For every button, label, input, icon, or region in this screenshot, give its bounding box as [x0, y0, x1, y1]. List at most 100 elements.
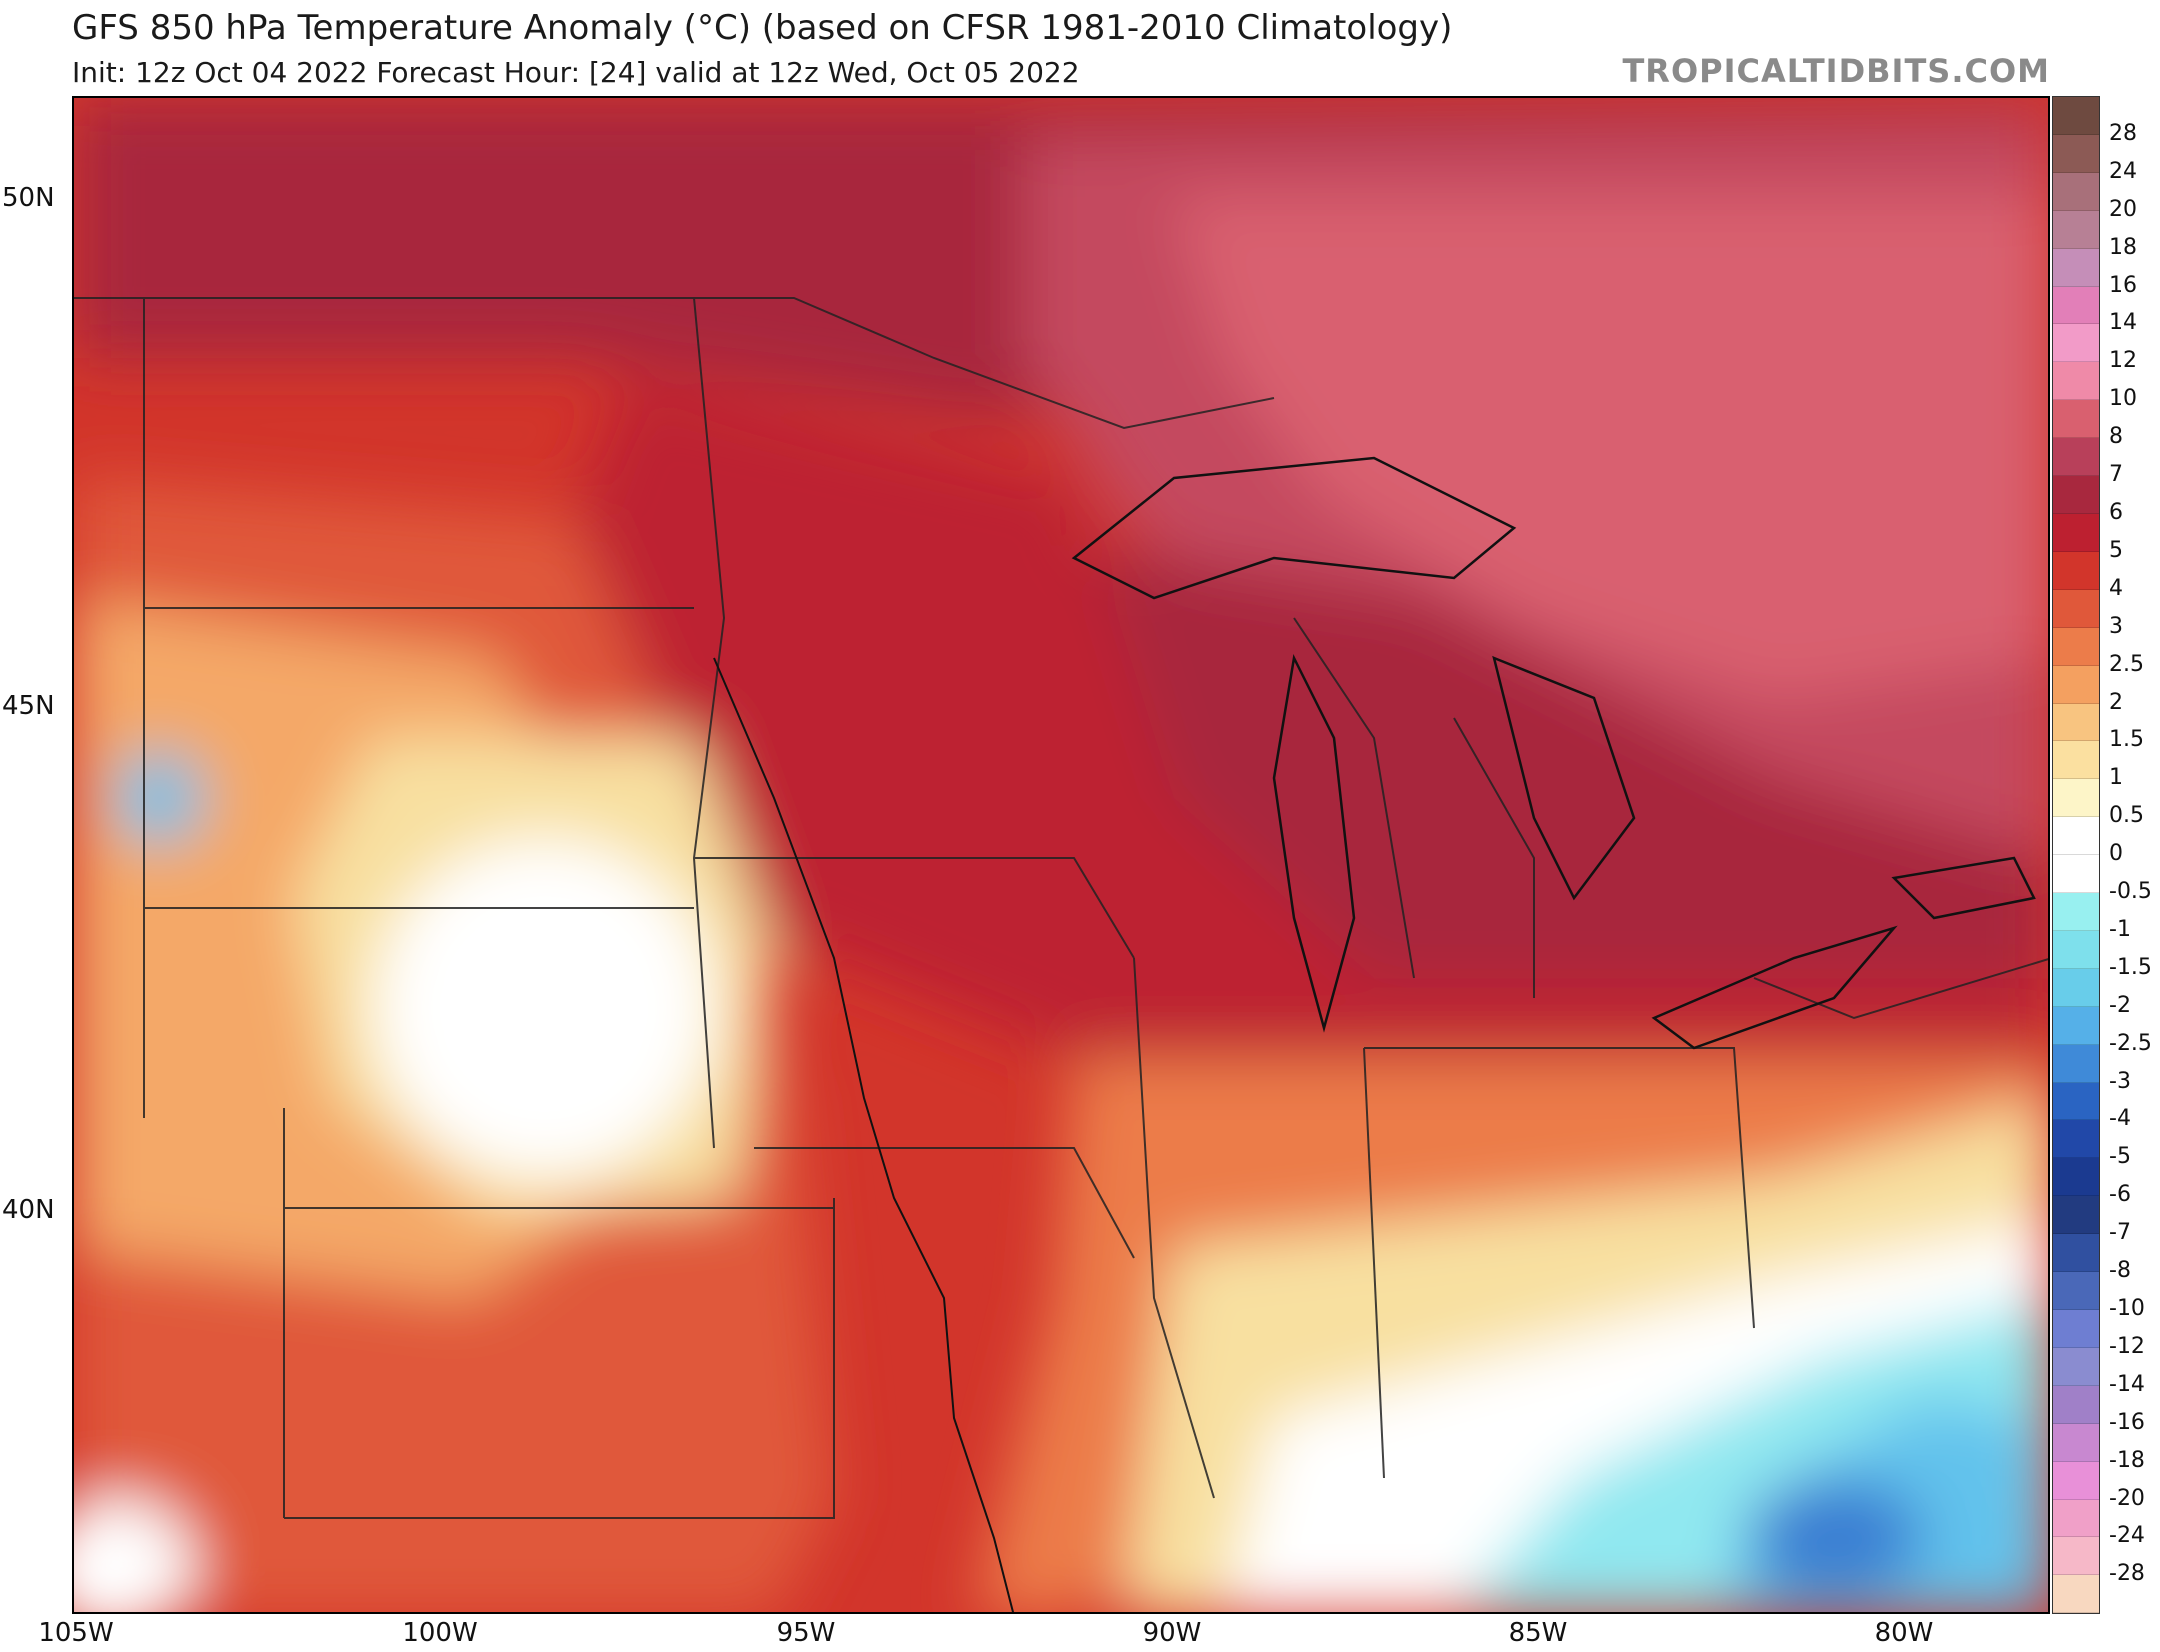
anomaly-region-nw-cool: [114, 753, 204, 843]
colorbar-cell: 20: [2053, 172, 2137, 222]
colorbar-label: -14: [2109, 1371, 2145, 1397]
colorbar-label: 10: [2109, 386, 2137, 412]
colorbar-label: 0: [2109, 841, 2123, 867]
lake-huron: [1492, 655, 1636, 901]
colorbar-label: 0.5: [2109, 803, 2144, 829]
colorbar-cell: -28: [2053, 1537, 2145, 1586]
lon-label-85w: 85W: [1508, 1618, 1568, 1648]
colorbar-cell: -2.5: [2053, 1006, 2152, 1056]
colorbar-label: -28: [2109, 1561, 2145, 1587]
colorbar-cell: 2: [2053, 665, 2123, 715]
colorbar-cell: 8: [2053, 400, 2123, 449]
lon-label-90w: 90W: [1142, 1618, 1202, 1648]
colorbar-cell: 4: [2053, 551, 2123, 601]
colorbar-cell: -7: [2053, 1196, 2131, 1245]
colorbar-label: -2.5: [2109, 1030, 2152, 1056]
colorbar-cell: -20: [2053, 1461, 2145, 1511]
colorbar-label: -1.5: [2109, 954, 2152, 980]
colorbar-label: -5: [2109, 1144, 2131, 1170]
colorbar-cell: 16: [2053, 248, 2137, 298]
lon-label-80w: 80W: [1874, 1618, 1934, 1648]
colorbar-cell: -5: [2053, 1120, 2131, 1169]
colorbar-cell: -0.5: [2053, 855, 2152, 904]
map-title: GFS 850 hPa Temperature Anomaly (°C) (ba…: [72, 8, 1453, 48]
colorbar-cell: -2: [2053, 968, 2131, 1018]
colorbar-label: -6: [2109, 1182, 2131, 1208]
border-line-i: [284, 1198, 835, 1519]
lake-erie: [1651, 925, 1898, 1050]
lake-michigan: [1272, 654, 1356, 1033]
colorbar-label: 20: [2109, 196, 2137, 222]
mississippi-river: [713, 657, 1015, 1612]
colorbar-cell: -4: [2053, 1082, 2131, 1131]
colorbar-label: 1.5: [2109, 727, 2144, 753]
map-panel: [72, 96, 2050, 1614]
lat-label-40n: 40N: [2, 1195, 55, 1225]
colorbar-cell: 7: [2053, 438, 2123, 487]
border-line-k: [1364, 1047, 1755, 1329]
anomaly-region-light-pink: [1174, 198, 2048, 698]
colorbar-label: 18: [2109, 234, 2137, 260]
colorbar-cell: -10: [2053, 1272, 2145, 1321]
colorbar-label: 16: [2109, 272, 2137, 298]
anomaly-region-neutral-central: [374, 838, 714, 1178]
colorbar-cell: -16: [2053, 1385, 2145, 1435]
border-line-d: [692, 297, 726, 1149]
colorbar-cell: -18: [2053, 1423, 2145, 1473]
colorbar-cell: 12: [2053, 324, 2137, 373]
colorbar-label: 24: [2109, 158, 2137, 184]
colorbar-cell: 1.5: [2053, 703, 2144, 752]
lon-label-95w: 95W: [776, 1618, 836, 1648]
colorbar-cell: -12: [2053, 1310, 2145, 1359]
border-line-n: [1293, 617, 1415, 979]
colorbar-cell: 0.5: [2053, 779, 2144, 828]
colorbar-label: 7: [2109, 462, 2123, 488]
colorbar-cell: 3: [2053, 589, 2123, 639]
colorbar-cell: 1: [2053, 741, 2123, 790]
colorbar-label: 1: [2109, 765, 2123, 791]
colorbar-label: 5: [2109, 537, 2123, 563]
colorbar-cell: 6: [2053, 476, 2123, 525]
colorbar-cell: 0: [2053, 817, 2123, 866]
colorbar-label: 4: [2109, 575, 2123, 601]
colorbar-label: -12: [2109, 1333, 2145, 1359]
colorbar-cell: 28: [2053, 97, 2137, 146]
lon-label-105w: 105W: [38, 1618, 114, 1648]
anomaly-region-sw-neutral: [74, 1498, 194, 1612]
border-line-j: [1133, 957, 1215, 1499]
colorbar-label: -0.5: [2109, 879, 2152, 905]
colorbar-label: -16: [2109, 1409, 2145, 1435]
border-north-line: [74, 297, 1275, 430]
colorbar-legend: 28 24 20 18 16 14 12 10 8 7 6 5 4 3 2.5 2 1.5 1 0.5 0 -0.5 -1…: [2052, 96, 2152, 1614]
map-subtitle: Init: 12z Oct 04 2022 Forecast Hour: [24…: [72, 56, 1080, 89]
colorbar-cell: 14: [2053, 286, 2137, 335]
colorbar-cell: -24: [2053, 1499, 2145, 1548]
colorbar-cell: 10: [2053, 362, 2137, 411]
anomaly-map: [74, 98, 2048, 1612]
colorbar-label: 2: [2109, 689, 2123, 715]
state-boundaries: [74, 297, 2048, 1519]
lon-label-100w: 100W: [402, 1618, 478, 1648]
colorbar-cell: 18: [2053, 210, 2137, 260]
border-line-e: [694, 857, 1135, 959]
lake-ontario: [1891, 856, 2036, 920]
colorbar-cell: -1: [2053, 893, 2131, 942]
border-line-l: [1363, 1047, 1385, 1479]
colorbar-cell: 24: [2053, 134, 2137, 184]
border-line-f: [754, 1147, 1135, 1259]
colorbar-label: -4: [2109, 1106, 2131, 1132]
colorbar-label: 28: [2109, 120, 2137, 146]
colorbar-cell: 2.5: [2053, 627, 2144, 677]
colorbar-label: -10: [2109, 1296, 2145, 1321]
colorbar-label: 12: [2109, 348, 2137, 374]
colorbar-cell: [2053, 1575, 2099, 1614]
colorbar-label: -24: [2109, 1523, 2145, 1549]
colorbar-cell: -14: [2053, 1347, 2145, 1397]
colorbar-label: -8: [2109, 1258, 2131, 1284]
colorbar-label: -3: [2109, 1068, 2131, 1094]
colorbar-label: 2.5: [2109, 651, 2144, 677]
colorbar-label: 14: [2109, 310, 2137, 336]
anomaly-region-red-band: [574, 378, 2048, 1078]
colorbar-cell: -6: [2053, 1158, 2131, 1207]
lat-label-50n: 50N: [2, 183, 55, 213]
